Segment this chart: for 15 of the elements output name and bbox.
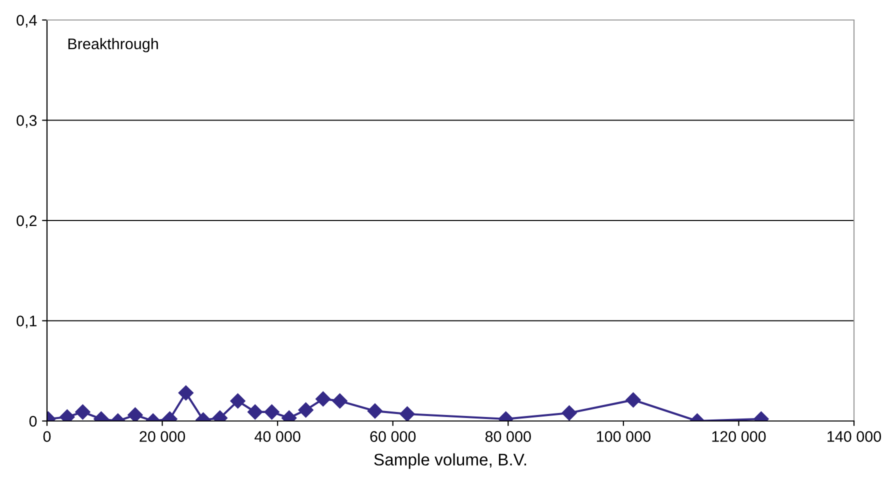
y-tick-label: 0,2 (16, 215, 37, 228)
x-tick-label: 80 000 (485, 431, 531, 442)
annotation: Breakthrough (68, 38, 158, 52)
x-tick-label: 20 000 (140, 431, 186, 442)
x-tick-label: 120 000 (712, 431, 766, 442)
x-tick-label: 60 000 (370, 431, 416, 442)
x-tick-label: 100 000 (596, 431, 650, 442)
x-tick-label: 140 000 (828, 431, 882, 442)
y-tick-label: 0,4 (16, 14, 37, 28)
x-tick-label: 0 (43, 431, 51, 442)
y-tick-label: 0,1 (16, 316, 37, 328)
x-tick-label: 40 000 (254, 431, 300, 442)
x-axis-title: Sample volume, B.V. (374, 453, 526, 469)
y-tick-label: 0 (29, 416, 37, 427)
y-tick-label: 0,3 (16, 115, 37, 128)
